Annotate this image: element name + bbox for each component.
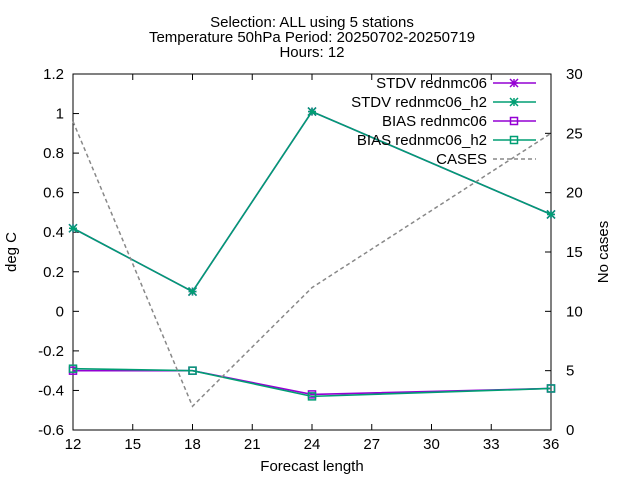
x-tick-label: 30 xyxy=(423,436,440,453)
y2-tick-label: 15 xyxy=(566,244,583,261)
y2-tick-label: 20 xyxy=(566,185,583,202)
series-layer xyxy=(68,107,556,408)
legend-marker xyxy=(509,78,519,88)
legend-label: CASES xyxy=(436,151,487,168)
y-tick-label: 0.6 xyxy=(43,185,64,202)
x-tick-label: 36 xyxy=(543,436,560,453)
y-tick-label: 0.8 xyxy=(43,145,64,162)
y-tick-label: 0 xyxy=(56,303,64,320)
data-point xyxy=(546,209,556,219)
series-1 xyxy=(68,107,556,297)
legend-marker xyxy=(509,97,519,107)
x-tick-label: 12 xyxy=(65,436,82,453)
title-line-2: Temperature 50hPa Period: 20250702-20250… xyxy=(149,29,475,46)
data-point xyxy=(188,366,197,375)
data-point xyxy=(307,107,317,117)
data-point xyxy=(307,392,317,401)
y-axis-label: deg C xyxy=(3,232,20,272)
y-tick-label: 1 xyxy=(56,106,64,123)
legend-label: STDV rednmc06_h2 xyxy=(351,94,487,111)
y2-axis-label: No cases xyxy=(595,221,612,284)
y2-axis: 0 5 10 15 20 25 30 xyxy=(545,66,583,439)
legend-label: BIAS rednmc06_h2 xyxy=(357,132,487,149)
y-tick-label: 0.4 xyxy=(43,224,64,241)
legend-entry: CASES xyxy=(436,151,536,168)
legend-label: BIAS rednmc06 xyxy=(382,113,487,130)
title-line-1: Selection: ALL using 5 stations xyxy=(210,14,414,31)
y2-tick-label: 25 xyxy=(566,125,583,142)
y-tick-label: 1.2 xyxy=(43,66,64,83)
x-tick-label: 27 xyxy=(363,436,380,453)
title-line-3: Hours: 12 xyxy=(279,44,344,61)
x-tick-label: 15 xyxy=(124,436,141,453)
y-tick-label: -0.6 xyxy=(38,422,64,439)
legend-label: STDV rednmc06 xyxy=(376,75,487,92)
y2-tick-label: 10 xyxy=(566,303,583,320)
x-tick-label: 24 xyxy=(304,436,321,453)
series-line xyxy=(72,110,552,293)
y2-tick-label: 30 xyxy=(566,66,583,83)
series-line xyxy=(72,121,552,408)
data-point xyxy=(546,384,556,393)
y2-tick-label: 0 xyxy=(566,422,574,439)
y-tick-label: -0.2 xyxy=(38,343,64,360)
x-tick-label: 21 xyxy=(244,436,261,453)
series-3 xyxy=(68,364,556,401)
x-tick-label: 33 xyxy=(483,436,500,453)
series-4 xyxy=(72,121,552,408)
legend-entry: BIAS rednmc06_h2 xyxy=(357,132,536,149)
y2-tick-label: 5 xyxy=(566,363,574,380)
data-point xyxy=(187,287,198,297)
y-axis: -0.6 -0.4 -0.2 0 0.2 0.4 0.6 0.8 1 1.2 xyxy=(38,66,79,439)
legend-entry: BIAS rednmc06 xyxy=(382,113,536,130)
x-tick-label: 18 xyxy=(184,436,201,453)
series-line xyxy=(73,369,552,396)
legend: STDV rednmc06 STDV rednmc06_h2 BIAS rednmc… xyxy=(351,75,536,168)
legend-marker xyxy=(509,116,519,126)
legend-marker xyxy=(509,135,519,145)
series-line xyxy=(72,367,552,398)
y-tick-label: 0.2 xyxy=(43,264,64,281)
x-axis-label: Forecast length xyxy=(260,458,363,475)
data-point xyxy=(68,223,78,233)
y-tick-label: -0.4 xyxy=(38,382,64,399)
chart-title: Selection: ALL using 5 stations Temperat… xyxy=(149,14,475,61)
data-point xyxy=(68,364,78,373)
legend-entry: STDV rednmc06 xyxy=(376,75,536,92)
x-axis: 12 15 18 21 24 27 30 33 36 xyxy=(65,74,560,453)
legend-entry: STDV rednmc06_h2 xyxy=(351,94,536,111)
